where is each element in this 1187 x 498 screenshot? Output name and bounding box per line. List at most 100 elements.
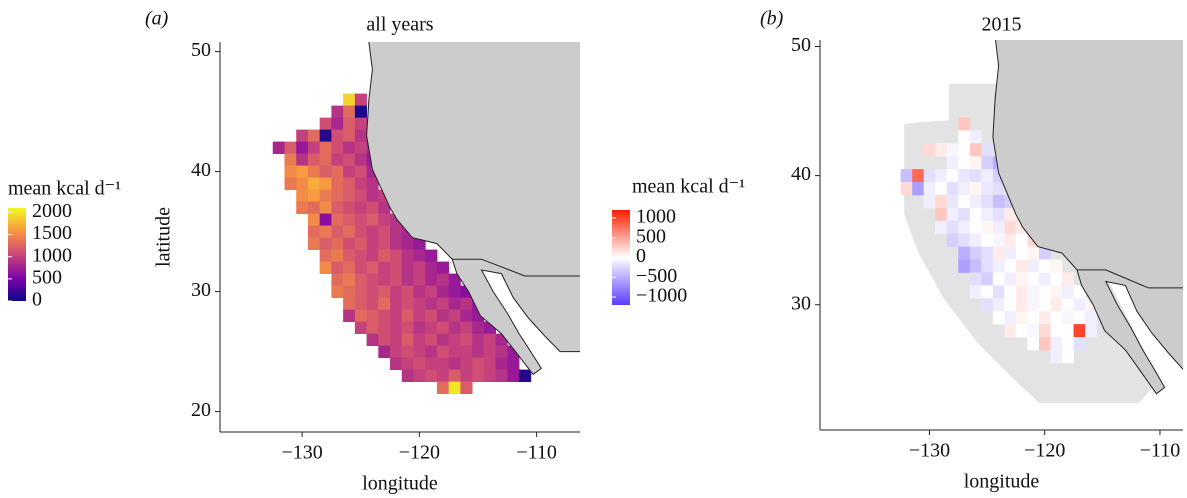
- grid-cell: [413, 273, 426, 286]
- grid-cell: [307, 153, 321, 166]
- grid-cell: [1027, 324, 1040, 338]
- grid-cell: [1004, 285, 1017, 299]
- grid-cell: [1062, 298, 1074, 312]
- grid-cell: [1062, 349, 1074, 364]
- grid-cell: [1015, 272, 1028, 286]
- grid-cell: [923, 143, 936, 157]
- grid-cell: [981, 194, 994, 209]
- grid-cell: [1038, 298, 1051, 312]
- grid-cell: [307, 165, 321, 178]
- legend-tick-label: −1000: [636, 285, 687, 307]
- grid-cell: [969, 156, 982, 170]
- grid-cell: [296, 153, 309, 166]
- grid-cell: [981, 169, 994, 183]
- grid-cell: [992, 194, 1005, 209]
- grid-cell: [981, 156, 994, 170]
- grid-cell: [992, 233, 1005, 248]
- grid-cell: [354, 117, 367, 130]
- grid-cell: [981, 272, 994, 286]
- grid-cell: [366, 225, 379, 238]
- grid-cell: [958, 117, 971, 131]
- grid-cell: [296, 141, 309, 154]
- grid-cell: [460, 309, 473, 322]
- grid-cell: [366, 201, 379, 214]
- grid-cell: [969, 194, 982, 209]
- grid-cell: [436, 321, 450, 334]
- grid-cell: [495, 357, 508, 370]
- grid-cell: [946, 220, 959, 235]
- grid-cell: [319, 165, 332, 178]
- grid-cell: [436, 261, 450, 274]
- grid-cell: [401, 345, 414, 358]
- grid-cell: [436, 381, 450, 394]
- grid-cell: [1085, 298, 1097, 312]
- grid-cell: [460, 345, 473, 358]
- grid-cell: [507, 369, 520, 382]
- grid-cell: [319, 201, 332, 214]
- grid-cell: [331, 189, 344, 202]
- grid-cell: [1004, 233, 1017, 248]
- x-tick-label: −120: [399, 442, 440, 464]
- grid-cell: [425, 369, 438, 382]
- grid-cell: [331, 117, 344, 130]
- legend-tick-label: 500: [32, 266, 62, 288]
- grid-cell: [319, 261, 332, 274]
- grid-cell: [1050, 349, 1063, 364]
- grid-cell: [1050, 259, 1063, 273]
- grid-cell: [1050, 272, 1063, 286]
- grid-cell: [1004, 311, 1017, 325]
- grid-cell: [343, 237, 356, 250]
- grid-cell: [354, 93, 367, 106]
- grid-cell: [354, 153, 367, 166]
- grid-cell: [912, 169, 925, 183]
- grid-cell: [366, 273, 379, 286]
- grid-cell: [343, 249, 356, 262]
- grid-cell: [958, 130, 971, 144]
- grid-cell: [366, 213, 379, 226]
- grid-cell: [319, 117, 332, 130]
- grid-cell: [1062, 324, 1074, 338]
- grid-cell: [460, 297, 473, 310]
- grid-cell: [448, 345, 461, 358]
- grid-cell: [378, 249, 391, 262]
- grid-cell: [958, 207, 971, 222]
- legend-tick-label: 1000: [32, 244, 72, 266]
- grid-cell: [923, 194, 936, 209]
- grid-cell: [354, 297, 367, 310]
- grid-cell: [436, 285, 450, 298]
- grid-cell: [1015, 298, 1028, 312]
- grid-cell: [448, 297, 461, 310]
- grid-cell: [969, 130, 982, 144]
- grid-cell: [413, 249, 426, 262]
- grid-cell: [378, 309, 391, 322]
- grid-cell: [319, 189, 332, 202]
- map-panel: [272, 42, 580, 394]
- grid-cell: [946, 182, 959, 196]
- grid-cell: [307, 213, 321, 226]
- grid-cell: [1015, 311, 1028, 325]
- grid-cell: [935, 182, 948, 196]
- grid-cell: [401, 249, 414, 262]
- grid-cell: [1015, 324, 1028, 338]
- grid-cell: [343, 261, 356, 274]
- grid-cell: [1073, 298, 1086, 312]
- grid-cell: [969, 182, 982, 196]
- grid-cell: [448, 321, 461, 334]
- grid-cell: [354, 105, 367, 118]
- x-tick-label: −110: [516, 442, 557, 464]
- grid-cell: [448, 285, 461, 298]
- grid-cell: [354, 213, 367, 226]
- grid-cell: [319, 249, 332, 262]
- border: [452, 258, 580, 277]
- grid-cell: [483, 357, 496, 370]
- grid-cell: [366, 333, 379, 346]
- legend-title: mean kcal d⁻¹: [632, 176, 745, 198]
- grid-cell: [946, 156, 959, 170]
- grid-cell: [425, 357, 438, 370]
- grid-cell: [1073, 337, 1086, 351]
- legend-title: mean kcal d⁻¹: [8, 178, 121, 200]
- grid-cell: [307, 129, 321, 142]
- grid-cell: [946, 194, 959, 209]
- map-panel: [900, 40, 1183, 403]
